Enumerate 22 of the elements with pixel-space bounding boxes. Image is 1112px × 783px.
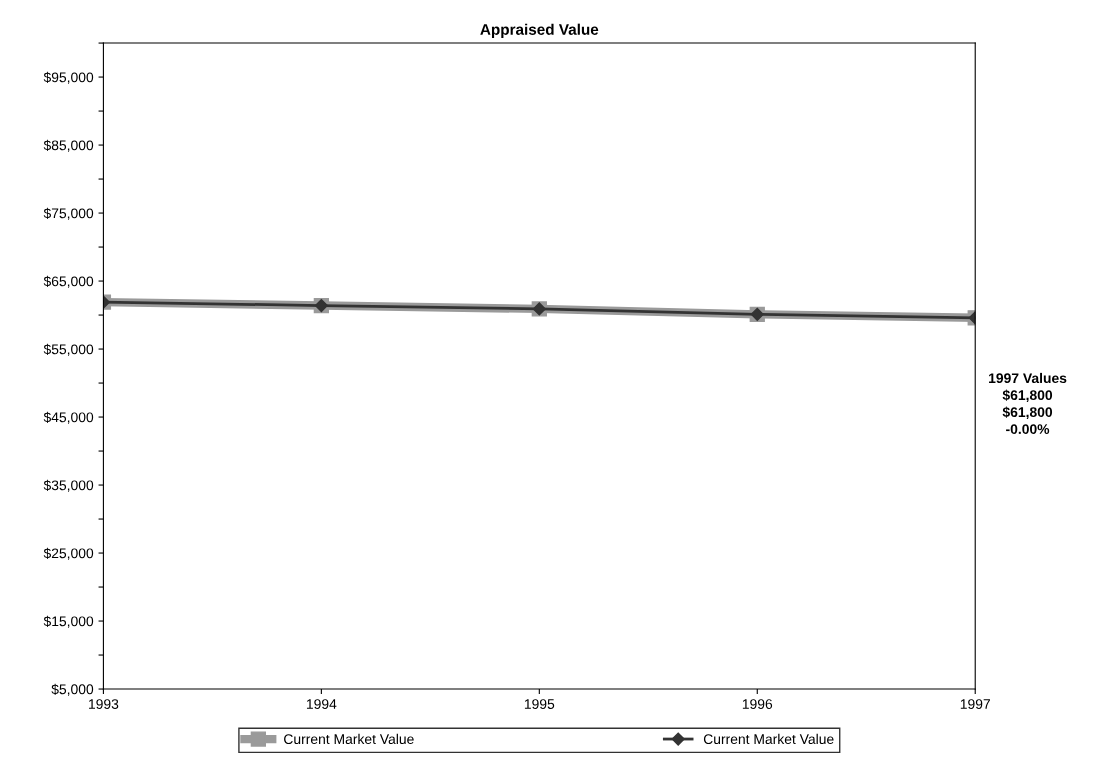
- y-tick-label: $65,000: [43, 275, 94, 288]
- y-tick-label: $95,000: [43, 71, 94, 84]
- y-tick-label: $75,000: [43, 207, 94, 220]
- x-tick-label: 1995: [524, 699, 555, 709]
- y-tick-label: $55,000: [43, 343, 94, 356]
- y-tick-label: $5,000: [51, 683, 94, 696]
- text: $61,800: [1002, 389, 1053, 403]
- x-tick-label: 1993: [89, 699, 119, 709]
- legend-label: Current Market Value: [703, 733, 834, 745]
- text: 1997 Values: [989, 372, 1067, 384]
- x-tick-label: 1997: [960, 699, 990, 709]
- x-tick-label: 1996: [742, 699, 773, 709]
- chart-title: Appraised Value: [480, 23, 599, 38]
- y-tick-label: $25,000: [43, 547, 94, 560]
- text: $61,800: [1002, 406, 1053, 420]
- y-tick-label: $85,000: [43, 139, 94, 152]
- y-tick-label: $35,000: [43, 479, 94, 492]
- x-tick-label: 1994: [306, 699, 337, 709]
- text: -0.00%: [1006, 424, 1050, 434]
- y-tick-label: $45,000: [43, 411, 94, 424]
- legend-label: Current Market Value: [284, 733, 414, 745]
- y-tick-label: $15,000: [43, 615, 94, 628]
